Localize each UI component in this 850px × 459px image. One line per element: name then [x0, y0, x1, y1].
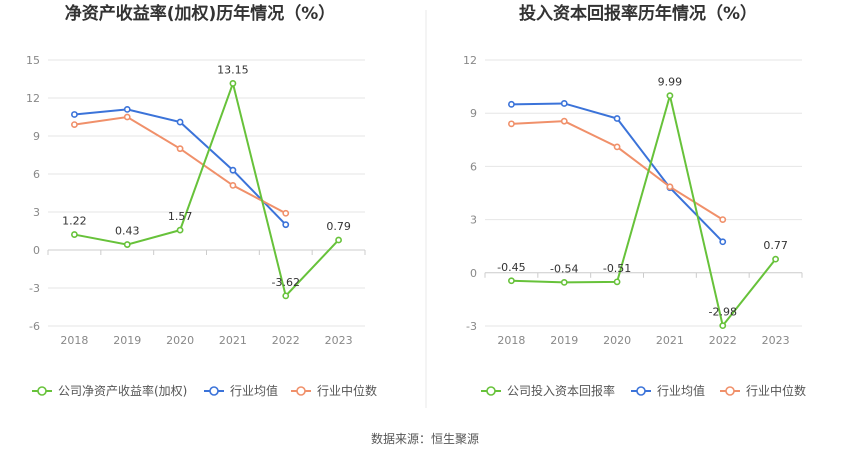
data-label: 0.77	[763, 239, 788, 252]
y-tick-label: 3	[470, 214, 477, 227]
roic-chart-panel: 投入资本回报率历年情况（%） 12 9 6 3 0 -3 2018 2019 2020 2021 20…	[463, 3, 806, 398]
legend-swatch-marker	[486, 386, 496, 396]
y-tick-label: 12	[463, 54, 477, 67]
data-point-company	[123, 241, 131, 248]
y-tick-label: 9	[33, 130, 40, 143]
data-point-median	[719, 216, 727, 223]
legend-item-company[interactable]: 公司投入资本回报率	[481, 383, 615, 398]
data-point-company	[560, 278, 568, 286]
data-label: 13.15	[217, 63, 249, 76]
data-point-avg	[176, 118, 184, 126]
chart-title: 投入资本回报率历年情况（%）	[519, 3, 757, 24]
x-tick-label: 2022	[272, 334, 300, 347]
data-point-avg	[560, 100, 568, 107]
data-label: 1.22	[62, 215, 87, 228]
data-point-median	[560, 117, 568, 125]
data-point-median	[229, 181, 237, 189]
legend-label: 行业中位数	[317, 383, 377, 398]
data-point-company	[719, 322, 727, 330]
y-tick-label: -3	[466, 320, 477, 333]
legend-swatch-marker	[296, 386, 306, 396]
chart-title: 净资产收益率(加权)历年情况（%）	[65, 3, 336, 24]
data-label: 9.99	[658, 76, 683, 89]
data-point-company	[176, 226, 184, 234]
series-line-company	[511, 95, 777, 328]
data-label: -0.51	[603, 262, 631, 275]
legend-label: 行业中位数	[746, 383, 806, 398]
legend-swatch-marker	[725, 386, 735, 396]
x-tick-label: 2019	[550, 334, 578, 347]
legend-label: 行业均值	[230, 383, 278, 398]
x-tick-label: 2018	[60, 334, 88, 347]
data-point-avg	[719, 238, 727, 246]
legend-item-avg[interactable]: 行业均值	[204, 383, 278, 398]
series-line-median	[511, 120, 724, 221]
y-tick-label: 0	[33, 244, 40, 257]
data-point-median	[123, 113, 131, 121]
data-point-median	[666, 183, 674, 191]
legend-swatch-marker	[636, 386, 646, 396]
data-point-company	[666, 92, 674, 100]
data-point-avg	[613, 115, 621, 122]
legend-label: 公司净资产收益率(加权)	[58, 383, 187, 398]
y-tick-label: 6	[470, 160, 477, 173]
legend-item-avg[interactable]: 行业均值	[631, 383, 705, 398]
data-point-avg	[508, 100, 515, 108]
x-tick-label: 2018	[497, 334, 525, 347]
data-source-label: 数据来源：恒生聚源	[371, 431, 479, 446]
legend-label: 公司投入资本回报率	[507, 383, 615, 398]
data-point-avg	[229, 166, 237, 174]
x-tick-label: 2021	[219, 334, 247, 347]
x-tick-label: 2020	[166, 334, 194, 347]
data-label: -0.54	[550, 262, 578, 275]
y-tick-label: 6	[33, 168, 40, 181]
data-label: -0.45	[497, 261, 525, 274]
y-tick-label: -3	[29, 282, 40, 295]
data-point-company	[508, 277, 515, 285]
data-point-avg	[282, 221, 290, 229]
data-point-company	[335, 236, 342, 244]
series-line-avg	[511, 102, 724, 243]
x-tick-label: 2023	[762, 334, 790, 347]
legend-label: 行业均值	[657, 383, 705, 398]
legend-swatch-marker	[37, 386, 47, 396]
data-label: 1.57	[168, 210, 193, 223]
x-tick-label: 2020	[603, 334, 631, 347]
data-label: 0.43	[115, 225, 140, 238]
data-point-company	[229, 80, 237, 87]
y-tick-label: -6	[29, 320, 40, 333]
y-tick-label: 3	[33, 206, 40, 219]
series-line-company	[74, 79, 340, 298]
data-point-company	[71, 231, 78, 238]
data-label: -3.62	[272, 276, 300, 289]
x-tick-label: 2023	[325, 334, 353, 347]
x-tick-label: 2022	[709, 334, 737, 347]
x-tick-label: 2019	[113, 334, 141, 347]
data-point-median	[508, 120, 515, 128]
data-point-median	[613, 143, 621, 151]
data-point-company	[613, 278, 621, 286]
y-tick-label: 0	[470, 267, 477, 280]
data-point-median	[176, 145, 184, 153]
y-tick-label: 12	[26, 92, 40, 105]
y-tick-label: 15	[26, 54, 40, 67]
data-point-median	[282, 209, 290, 217]
legend-item-median[interactable]: 行业中位数	[291, 383, 377, 398]
data-point-avg	[71, 111, 78, 118]
legend-swatch-marker	[209, 386, 219, 396]
data-point-company	[772, 255, 779, 263]
y-tick-label: 9	[470, 107, 477, 120]
data-point-median	[71, 121, 78, 128]
data-label: 0.79	[326, 220, 351, 233]
data-point-company	[282, 292, 290, 300]
data-point-avg	[123, 106, 131, 113]
legend-item-median[interactable]: 行业中位数	[720, 383, 806, 398]
x-tick-label: 2021	[656, 334, 684, 347]
legend-item-company[interactable]: 公司净资产收益率(加权)	[32, 383, 187, 398]
data-label: -2.98	[709, 306, 737, 319]
roe-chart-panel: 净资产收益率(加权)历年情况（%） 15 12 9 6 3 0 -3 -6 2018 2019 202…	[26, 3, 377, 398]
